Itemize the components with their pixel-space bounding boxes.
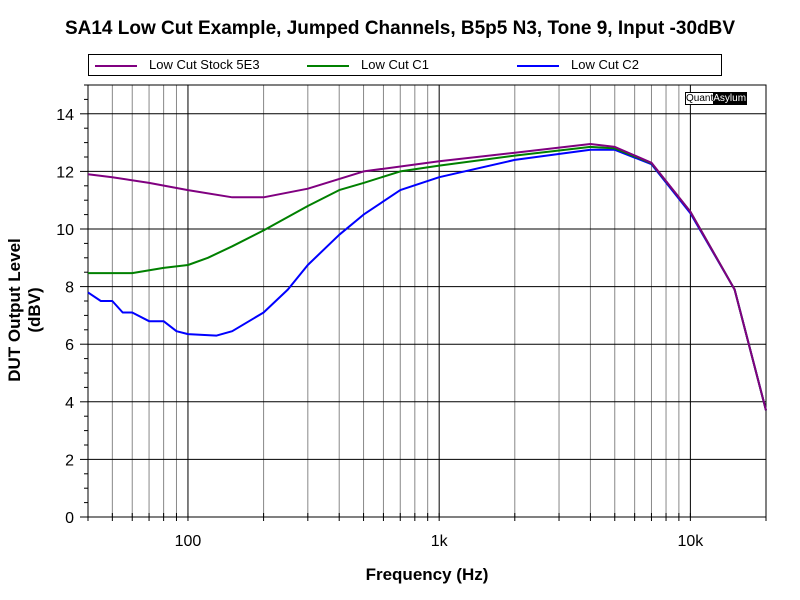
legend-label: Low Cut C1	[361, 57, 429, 72]
legend-label: Low Cut C2	[571, 57, 639, 72]
legend-swatch	[95, 64, 137, 67]
y-tick-label: 10	[56, 222, 74, 239]
series-line-low-cut-c1	[88, 145, 767, 411]
legend-label: Low Cut Stock 5E3	[149, 57, 260, 72]
legend-item-c2: Low Cut C2	[517, 57, 639, 72]
x-tick-label: 10k	[677, 533, 704, 550]
x-tick-label: 1k	[431, 533, 449, 550]
series-line-low-cut-stock-5e3	[87, 143, 767, 411]
y-axis-label: DUT Output Level (dBV)	[5, 238, 44, 382]
x-tick-label: 100	[175, 533, 202, 550]
legend-item-stock: Low Cut Stock 5E3	[95, 57, 260, 72]
legend: Low Cut Stock 5E3 Low Cut C1 Low Cut C2	[88, 54, 722, 76]
quantasylum-logo: QuantAsylum	[685, 92, 748, 105]
plot-border	[87, 84, 767, 518]
y-tick-label: 12	[56, 164, 74, 181]
legend-swatch	[517, 64, 559, 67]
y-tick-label: 0	[65, 510, 74, 527]
y-tick-label: 2	[65, 452, 74, 469]
series-line-low-cut-c2	[87, 148, 767, 411]
x-axis-label: Frequency (Hz)	[365, 565, 489, 584]
chart-title: SA14 Low Cut Example, Jumped Channels, B…	[64, 18, 736, 39]
y-tick-label: 14	[56, 107, 74, 124]
y-tick-label: 8	[65, 280, 74, 297]
y-tick-label: 6	[65, 337, 74, 354]
legend-item-c1: Low Cut C1	[307, 57, 429, 72]
legend-swatch	[307, 64, 349, 67]
y-tick-label: 4	[65, 395, 74, 412]
